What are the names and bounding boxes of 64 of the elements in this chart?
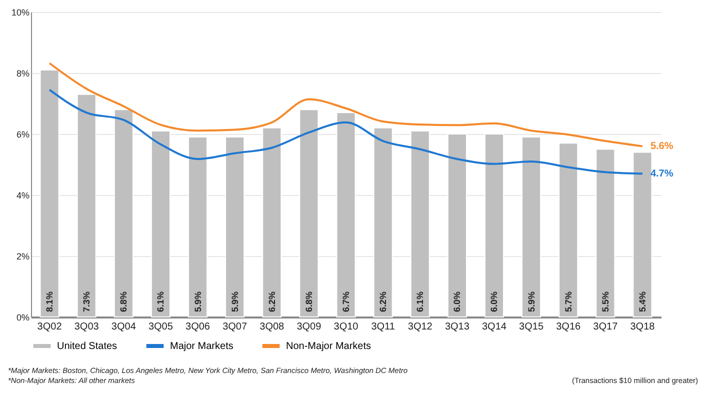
x-tick-label: 3Q14 xyxy=(482,322,507,332)
data-label: 6.8% xyxy=(304,291,314,312)
x-tick-label: 3Q16 xyxy=(556,322,582,332)
y-tick-label: 0% xyxy=(16,312,30,322)
x-tick-label: 3Q06 xyxy=(186,322,210,332)
data-label: 5.7% xyxy=(563,291,574,312)
y-tick-label: 6% xyxy=(16,130,30,140)
data-label: 5.9% xyxy=(192,291,203,312)
legend-label: Major Markets xyxy=(170,341,234,352)
bar xyxy=(632,152,652,318)
bar xyxy=(447,134,467,318)
data-label: 5.9% xyxy=(526,291,536,312)
bar xyxy=(40,69,60,318)
y-tick-label: 4% xyxy=(16,190,30,200)
data-label: 6.2% xyxy=(266,291,277,312)
x-tick-label: 3Q11 xyxy=(371,322,396,332)
data-label: 6.0% xyxy=(452,291,462,312)
x-tick-label: 3Q10 xyxy=(334,322,359,332)
data-label: 5.9% xyxy=(230,291,240,312)
data-label: 5.5% xyxy=(600,291,610,312)
x-tick-label: 3Q07 xyxy=(222,322,248,332)
x-tick-label: 3Q12 xyxy=(408,322,433,332)
data-label: 7.3% xyxy=(82,291,92,312)
x-tick-label: 3Q05 xyxy=(148,322,174,332)
x-tick-label: 3Q04 xyxy=(111,322,136,332)
legend-label: Non-Major Markets xyxy=(286,341,372,352)
x-tick-label: 3Q09 xyxy=(296,322,322,332)
x-tick-label: 3Q02 xyxy=(37,322,62,332)
data-label: 5.6% xyxy=(650,141,674,152)
line-series xyxy=(48,88,644,175)
data-label: 6.1% xyxy=(156,291,166,312)
bar xyxy=(76,94,96,318)
data-label: 5.4% xyxy=(637,291,648,312)
x-tick-label: 3Q15 xyxy=(519,322,544,332)
bar xyxy=(188,136,208,318)
y-tick-label: 2% xyxy=(16,252,30,262)
bar xyxy=(558,142,578,318)
y-tick-label: 8% xyxy=(16,68,30,78)
data-label: 6.7% xyxy=(341,291,351,312)
bar xyxy=(484,134,504,318)
x-tick-label: 3Q17 xyxy=(593,322,618,332)
bar xyxy=(150,130,170,318)
data-label: 6.0% xyxy=(489,291,500,312)
y-tick-label: 10% xyxy=(11,8,30,18)
legend-label: United States xyxy=(57,341,118,352)
bar xyxy=(373,127,393,318)
bar xyxy=(299,109,319,318)
bar xyxy=(336,112,356,318)
bar xyxy=(114,109,134,318)
bar xyxy=(410,130,430,318)
bar xyxy=(596,148,616,318)
x-tick-label: 3Q18 xyxy=(630,322,656,332)
x-tick-label: 3Q13 xyxy=(444,322,470,332)
data-label: 6.2% xyxy=(378,291,388,312)
bar xyxy=(262,127,282,318)
data-label: 6.1% xyxy=(415,291,426,312)
bar xyxy=(225,136,245,318)
data-label: 4.7% xyxy=(650,168,674,180)
line-series xyxy=(48,62,644,148)
bar xyxy=(522,136,542,318)
data-label: 6.8% xyxy=(118,291,129,312)
x-tick-label: 3Q03 xyxy=(74,322,100,332)
data-label: 8.1% xyxy=(44,291,55,312)
x-tick-label: 3Q08 xyxy=(260,322,285,332)
